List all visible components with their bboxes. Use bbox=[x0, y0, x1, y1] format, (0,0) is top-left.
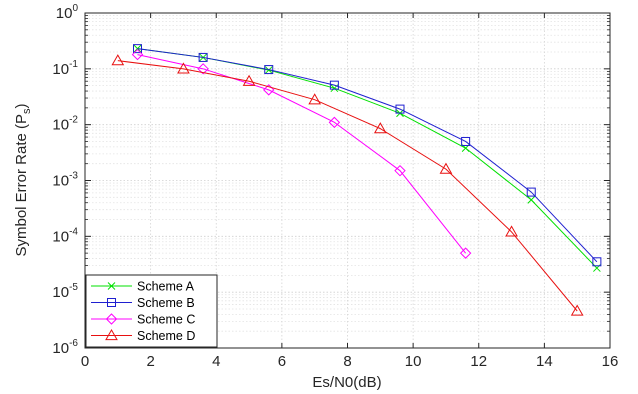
data-point bbox=[264, 65, 274, 75]
legend-marker bbox=[107, 282, 116, 290]
y-tick-label: 100 bbox=[56, 3, 79, 22]
y-tick-label: 10-3 bbox=[52, 171, 78, 190]
y-tick-label: 10-1 bbox=[52, 59, 78, 78]
x-tick-label: 14 bbox=[536, 353, 553, 370]
data-point-stroke bbox=[133, 44, 142, 53]
data-point bbox=[592, 257, 602, 267]
legend-marker bbox=[107, 298, 116, 307]
legend-entry: Scheme B bbox=[91, 296, 195, 310]
data-point bbox=[526, 187, 536, 197]
x-tick-label: 6 bbox=[278, 353, 286, 370]
legend-entry: Scheme A bbox=[91, 280, 195, 294]
series-2 bbox=[131, 48, 472, 259]
data-point bbox=[133, 44, 142, 53]
data-point bbox=[308, 93, 322, 105]
data-point bbox=[570, 304, 584, 316]
x-tick-label: 2 bbox=[146, 353, 154, 370]
data-point bbox=[328, 116, 341, 129]
legend-entry: Scheme C bbox=[91, 313, 195, 327]
legend-label: Scheme D bbox=[137, 329, 195, 343]
data-point bbox=[527, 196, 536, 204]
x-tick-label: 8 bbox=[343, 353, 351, 370]
legend: Scheme A Scheme B Scheme C Scheme D bbox=[85, 274, 218, 348]
data-point bbox=[329, 80, 339, 90]
data-point-stroke bbox=[527, 196, 536, 204]
data-point bbox=[198, 52, 208, 62]
x-tick-label: 10 bbox=[405, 353, 422, 370]
y-tick-label: 10-4 bbox=[52, 226, 78, 245]
legend-label: Scheme B bbox=[137, 296, 195, 310]
data-point bbox=[133, 44, 142, 54]
data-point bbox=[242, 74, 256, 86]
legend-marker bbox=[105, 313, 118, 325]
legend-entry: Scheme D bbox=[91, 328, 195, 343]
series-3 bbox=[111, 54, 584, 316]
data-point bbox=[131, 48, 144, 61]
y-tick-label: 10-6 bbox=[52, 338, 78, 357]
tick-labels: 0 2 4 6 8 10 12 14 16 100 10-1 10-2 10-3 10-4 10-5 10-6 bbox=[52, 3, 618, 370]
legend-label: Scheme C bbox=[137, 313, 195, 327]
series-line bbox=[117, 60, 578, 312]
y-tick-label: 10-2 bbox=[52, 115, 78, 134]
data-point bbox=[395, 104, 405, 114]
y-axis-label: Symbol Error Rate (Ps) bbox=[13, 103, 33, 256]
data-point bbox=[505, 225, 518, 237]
legend-label: Scheme A bbox=[137, 280, 195, 294]
x-axis-label: Es/N0(dB) bbox=[312, 374, 381, 391]
data-point bbox=[111, 54, 125, 66]
y-axis-label-main: Symbol Error Rate (P bbox=[13, 114, 30, 257]
series-line bbox=[137, 54, 467, 254]
data-point bbox=[177, 62, 190, 74]
x-tick-label: 0 bbox=[81, 353, 89, 370]
data-point bbox=[461, 136, 471, 146]
x-tick-label: 12 bbox=[470, 353, 487, 370]
x-tick-label: 4 bbox=[212, 353, 220, 370]
y-axis-label-close: ) bbox=[13, 103, 30, 108]
y-tick-label: 10-5 bbox=[52, 282, 78, 301]
data-point bbox=[197, 63, 209, 75]
series-layer bbox=[111, 44, 602, 316]
y-axis-label-subscript: s bbox=[21, 108, 33, 114]
data-point bbox=[439, 162, 453, 174]
series-1 bbox=[133, 44, 602, 267]
legend-marker-stroke bbox=[107, 282, 116, 290]
data-point bbox=[373, 122, 387, 134]
series-line bbox=[137, 48, 598, 263]
x-tick-label: 16 bbox=[602, 353, 619, 370]
data-point bbox=[394, 164, 406, 177]
axis-ticks bbox=[84, 12, 611, 349]
legend-marker bbox=[105, 328, 118, 341]
data-point bbox=[459, 247, 472, 259]
